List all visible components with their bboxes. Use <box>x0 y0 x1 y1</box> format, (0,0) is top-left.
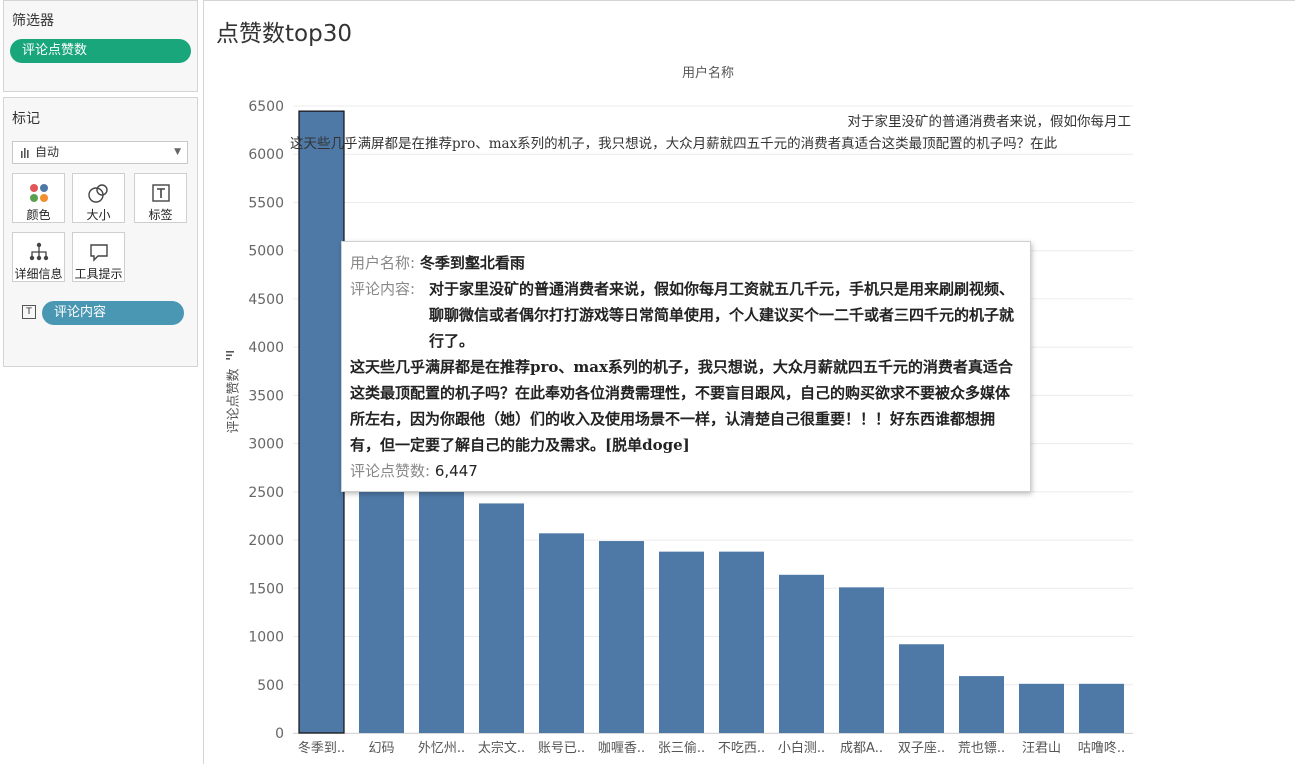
color-button[interactable]: 颜色 <box>12 173 65 223</box>
y-tick-label: 2000 <box>248 533 284 549</box>
x-tick-label: 汪君山 <box>1022 741 1061 756</box>
column-header: 用户名称 <box>682 66 735 81</box>
marks-panel: 标记 自动 ▼ 颜色 大小 标签 <box>3 97 198 367</box>
tooltip-content-key: 评论内容: <box>350 280 416 298</box>
label-button[interactable]: 标签 <box>134 173 187 223</box>
color-palette-icon <box>29 184 48 202</box>
tooltip-popup: 用户名称: 冬季到壑北看雨 评论内容: 对于家里没矿的普通消费者来说，假如你每月… <box>341 241 1031 492</box>
top-border <box>204 0 1295 1</box>
y-tick-label: 4000 <box>248 340 284 356</box>
filter-pill-comment-likes[interactable]: 评论点赞数 <box>10 39 191 63</box>
tooltip-content-key-row: 评论内容: <box>350 276 415 302</box>
y-axis-ticks: 0 500 1000 1500 2000 2500 3000 3500 4000 4500 5000… <box>248 99 284 742</box>
tooltip-user-key: 用户名称: <box>350 254 416 272</box>
y-tick-label: 4500 <box>248 292 284 308</box>
tooltip-user-value: 冬季到壑北看雨 <box>419 254 525 272</box>
mark-labels: 对于家里没矿的普通消费者来说，假如你每月工 这天些几乎满屏都是在推荐pro、ma… <box>290 113 1131 152</box>
speech-bubble-icon <box>89 244 108 262</box>
y-tick-label: 2500 <box>248 485 284 501</box>
tooltip-user-row: 用户名称: 冬季到壑北看雨 <box>350 250 525 276</box>
tooltip-field-pill[interactable]: 评论内容 <box>42 301 184 325</box>
detail-button[interactable]: 详细信息 <box>12 232 65 282</box>
bars <box>298 110 1124 734</box>
x-tick-label: 幻码 <box>368 741 394 756</box>
marks-title: 标记 <box>12 111 40 127</box>
tooltip-likes-value: 6,447 <box>434 462 478 480</box>
hierarchy-icon <box>29 242 48 261</box>
y-tick-label: 500 <box>257 678 284 694</box>
x-tick-label: 张三偷.. <box>658 741 705 756</box>
y-tick-label: 3000 <box>248 437 284 453</box>
x-axis-labels: 冬季到.. 幻码 外忆州.. 太宗文.. 账号已.. 咖喱香.. 张三偷.. 不吃西.. 小白测… <box>298 740 1125 756</box>
filters-title: 筛选器 <box>12 13 54 29</box>
color-label: 颜色 <box>26 208 51 222</box>
bar[interactable] <box>298 110 345 734</box>
y-tick-label: 1000 <box>248 630 284 646</box>
bar[interactable] <box>479 503 524 733</box>
bar[interactable] <box>539 533 584 733</box>
x-tick-label: 成都A.. <box>840 741 883 756</box>
bar[interactable] <box>779 574 824 733</box>
mark-type-select[interactable]: 自动 ▼ <box>12 141 188 164</box>
filters-panel: 筛选器 评论点赞数 <box>3 0 198 92</box>
bar[interactable] <box>899 644 944 733</box>
detail-label: 详细信息 <box>14 267 63 281</box>
x-tick-label: 小白测.. <box>778 740 825 756</box>
x-tick-label: 冬季到.. <box>298 740 345 756</box>
tooltip-content-extra: 这天些几乎满屏都是在推荐pro、max系列的机子，我只想说，大众月薪就四五千元的… <box>350 358 1013 454</box>
y-tick-label: 6000 <box>248 147 284 163</box>
bar[interactable] <box>719 551 764 733</box>
y-tick-label: 5500 <box>248 195 284 211</box>
label-label: 标签 <box>148 208 173 222</box>
bar[interactable] <box>1019 683 1064 733</box>
tooltip-likes-key: 评论点赞数: <box>350 462 431 480</box>
bar[interactable] <box>359 472 404 733</box>
panel-divider <box>203 0 204 764</box>
x-tick-label: 外忆州.. <box>418 740 465 756</box>
x-tick-label: 不吃西.. <box>718 740 765 756</box>
sheet-title: 点赞数top30 <box>216 21 352 47</box>
bar[interactable] <box>419 477 464 733</box>
x-tick-label: 太宗文.. <box>478 740 525 756</box>
size-icon <box>87 184 108 203</box>
size-label: 大小 <box>86 208 111 222</box>
bar-chart-icon <box>21 148 29 158</box>
tooltip-likes-row: 评论点赞数: 6,447 <box>350 458 478 484</box>
mark-label: 这天些几乎满屏都是在推荐pro、max系列的机子，我只想说，大众月薪就四五千元的… <box>290 135 1058 152</box>
bar[interactable] <box>659 551 704 733</box>
bar[interactable] <box>959 676 1004 733</box>
tooltip-label: 工具提示 <box>74 267 123 281</box>
chevron-down-icon: ▼ <box>174 147 181 157</box>
x-tick-label: 荒也镖.. <box>958 740 1005 756</box>
mark-type-value: 自动 <box>35 145 60 159</box>
mark-label: 对于家里没矿的普通消费者来说，假如你每月工 <box>848 113 1132 130</box>
bar[interactable] <box>839 587 884 733</box>
tooltip-button[interactable]: 工具提示 <box>72 232 125 282</box>
y-tick-label: 5000 <box>248 244 284 260</box>
bar[interactable] <box>599 541 644 733</box>
x-tick-label: 咖喱香.. <box>598 741 645 756</box>
y-tick-label: 6500 <box>248 99 284 115</box>
text-label-icon <box>151 184 170 202</box>
sort-icon <box>226 351 234 360</box>
x-tick-label: 双子座.. <box>898 741 945 756</box>
y-tick-label: 0 <box>275 726 284 742</box>
y-tick-label: 1500 <box>248 581 284 597</box>
x-tick-label: 账号已.. <box>538 741 585 756</box>
size-button[interactable]: 大小 <box>72 173 125 223</box>
text-field-icon: T <box>22 305 36 319</box>
x-tick-label: 咕噜咚.. <box>1078 740 1125 756</box>
tooltip-content-value: 对于家里没矿的普通消费者来说，假如你每月工资就五几千元，手机只是用来刷刷视频、聊… <box>429 280 1015 350</box>
bar[interactable] <box>1079 683 1124 733</box>
y-tick-label: 3500 <box>248 388 284 404</box>
